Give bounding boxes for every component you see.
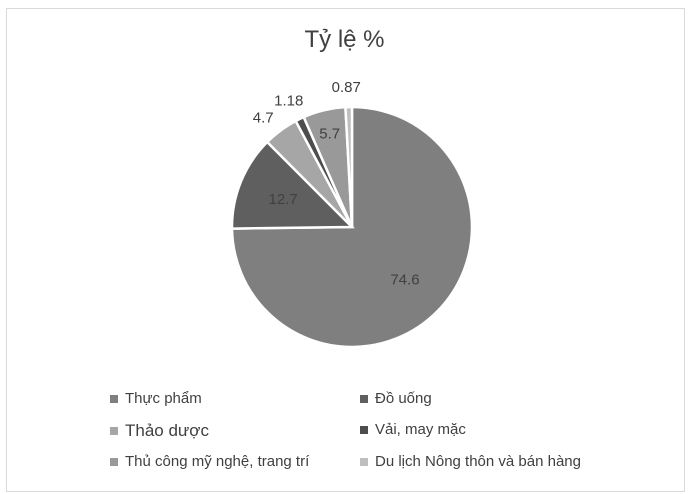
- legend-du-lich: Du lịch Nông thôn và bán hàng: [360, 453, 581, 470]
- legend-swatch: [360, 457, 368, 466]
- legend-thuc-pham: Thực phẩm: [110, 390, 202, 407]
- legend-label: Thủ công mỹ nghệ, trang trí: [125, 453, 310, 470]
- slice-label-thu-cong: 5.7: [319, 126, 340, 143]
- legend-vai-may-mac: Vải, may mặc: [360, 421, 466, 438]
- slice-label-vai-may-mac: 1.18: [274, 93, 303, 110]
- legend-do-uong: Đồ uống: [360, 390, 432, 407]
- slice-thuc-pham: [230, 105, 474, 349]
- legend-swatch: [110, 457, 118, 466]
- legend-label: Du lịch Nông thôn và bán hàng: [375, 453, 581, 470]
- slice-label-do-uong: 12.7: [268, 191, 297, 208]
- slice-du-lich: [344, 105, 354, 228]
- legend-swatch: [110, 427, 118, 435]
- legend-label: Thực phẩm: [125, 390, 202, 407]
- legend-thao-duoc: Thảo dược: [110, 421, 209, 441]
- slice-label-thao-duoc: 4.7: [253, 110, 274, 127]
- legend-label: Vải, may mặc: [375, 421, 466, 438]
- slice-label-du-lich: 0.87: [332, 79, 361, 96]
- slice-do-uong: [230, 140, 355, 230]
- legend-swatch: [360, 394, 368, 403]
- legend-label: Thảo dược: [125, 421, 209, 440]
- legend-label: Đồ uống: [375, 390, 432, 407]
- legend-swatch: [360, 425, 368, 434]
- chart-title: Tỷ lệ %: [304, 26, 385, 53]
- legend-swatch: [110, 394, 118, 403]
- slice-label-thuc-pham: 74.6: [390, 271, 419, 288]
- legend-thu-cong: Thủ công mỹ nghệ, trang trí: [110, 453, 309, 470]
